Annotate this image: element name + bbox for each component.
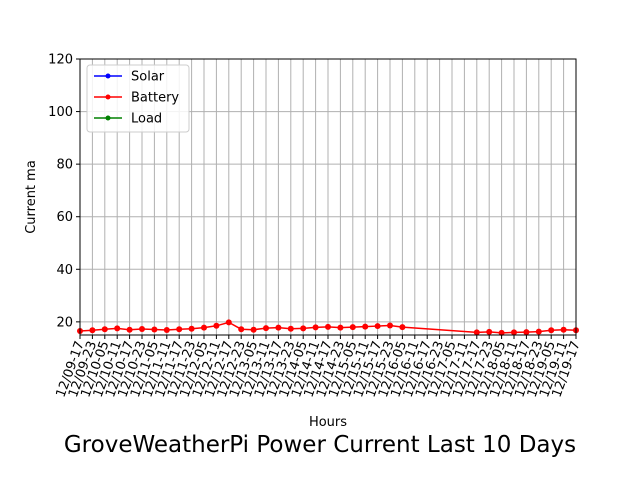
data-point-battery	[287, 325, 294, 332]
y-tick-label: 60	[56, 210, 73, 225]
data-point-battery	[225, 319, 232, 326]
data-point-battery	[238, 326, 245, 333]
y-tick-label: 120	[48, 53, 73, 68]
data-point-battery	[300, 325, 307, 332]
x-axis-label: Hours	[309, 415, 347, 430]
y-tick-label: 80	[56, 158, 73, 173]
legend-label-battery: Battery	[131, 91, 179, 106]
legend-label-load: Load	[131, 112, 162, 127]
data-point-battery	[126, 326, 133, 333]
data-point-battery	[312, 324, 319, 331]
data-point-battery	[139, 325, 145, 332]
data-point-battery	[535, 328, 542, 335]
x-axis-ticks: 12/09-1712/09-2312/10-0512/10-1112/10-17…	[54, 335, 584, 400]
series-layer	[77, 319, 579, 336]
data-point-battery	[325, 323, 331, 330]
data-point-battery	[511, 329, 517, 336]
y-axis-ticks: 20 40 60 80 100 120	[48, 53, 80, 330]
data-point-battery	[399, 324, 406, 331]
data-point-battery	[250, 326, 257, 333]
data-point-battery	[263, 325, 269, 332]
data-point-battery	[560, 326, 567, 333]
data-point-battery	[213, 322, 220, 329]
data-point-battery	[201, 324, 207, 331]
legend-marker-load	[105, 115, 111, 121]
y-axis-label: Current ma	[24, 160, 39, 234]
data-point-battery	[89, 327, 96, 334]
data-point-battery	[163, 327, 170, 334]
data-point-battery	[114, 325, 121, 332]
data-point-battery	[486, 328, 493, 335]
data-point-battery	[188, 325, 195, 332]
chart-title: GroveWeatherPi Power Current Last 10 Day…	[63, 432, 577, 458]
data-point-battery	[498, 329, 505, 336]
data-point-battery	[349, 324, 356, 331]
legend-marker-battery	[105, 94, 111, 100]
data-point-battery	[548, 327, 555, 334]
legend-marker-solar	[105, 73, 111, 79]
data-point-battery	[387, 322, 393, 329]
y-tick-label: 100	[48, 105, 73, 120]
data-point-battery	[275, 324, 282, 331]
legend-box	[86, 64, 190, 133]
data-point-battery	[151, 326, 158, 333]
data-point-battery	[176, 326, 183, 333]
data-point-battery	[337, 324, 344, 331]
data-point-battery	[362, 323, 369, 330]
legend: Solar Battery Load	[86, 64, 190, 133]
data-point-battery	[473, 329, 480, 336]
y-tick-label: 20	[56, 315, 73, 330]
y-tick-label: 40	[56, 263, 73, 278]
legend-label-solar: Solar	[131, 70, 165, 85]
data-point-battery	[374, 323, 381, 330]
data-point-battery	[101, 326, 108, 333]
data-point-battery	[523, 329, 530, 336]
